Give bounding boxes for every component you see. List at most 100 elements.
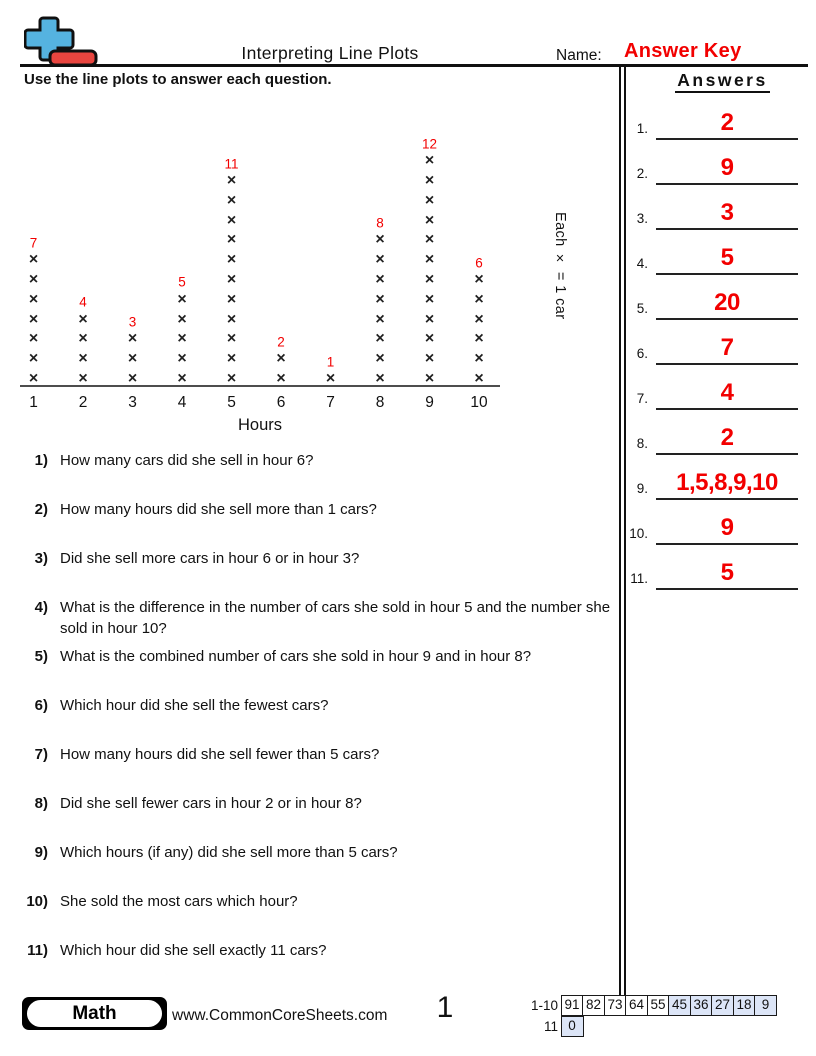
question-item: 10) She sold the most cars which hour? bbox=[20, 891, 612, 912]
question-text: Did she sell more cars in hour 6 or in h… bbox=[60, 550, 360, 567]
score-row-label: 11 bbox=[543, 1019, 558, 1034]
question-item: 5) What is the combined number of cars sh… bbox=[20, 646, 612, 667]
answer-number: 2. bbox=[636, 166, 648, 181]
answer-value: 5 bbox=[720, 244, 734, 271]
x-mark: × bbox=[78, 330, 88, 348]
answer-line bbox=[656, 408, 798, 410]
score-cell: 36 bbox=[689, 995, 713, 1016]
score-cell: 91 bbox=[560, 995, 584, 1016]
x-tick-label: 3 bbox=[128, 394, 137, 411]
x-mark: × bbox=[226, 350, 237, 368]
plot-key-label: Each × = 1 car bbox=[552, 212, 568, 320]
answer-number: 8. bbox=[636, 436, 648, 451]
score-cell: 9 bbox=[754, 995, 777, 1016]
x-mark: × bbox=[127, 330, 138, 348]
page-number: 1 bbox=[436, 991, 454, 1024]
score-cell: 45 bbox=[668, 995, 691, 1016]
x-mark: × bbox=[28, 330, 39, 348]
x-mark: × bbox=[276, 370, 286, 387]
question-number: 8) bbox=[34, 795, 48, 812]
x-mark: × bbox=[424, 191, 435, 209]
answer-line bbox=[656, 318, 798, 320]
question-number: 3) bbox=[34, 550, 48, 567]
score-table: 1-10 91 82 73 64 55 45 36 27 18 9 11 0 bbox=[528, 995, 777, 1037]
answer-line bbox=[656, 588, 798, 590]
count-label: 12 bbox=[421, 136, 438, 152]
x-mark: × bbox=[127, 350, 138, 368]
x-mark: × bbox=[474, 310, 484, 328]
x-mark: × bbox=[78, 370, 88, 387]
column-divider-outer bbox=[619, 65, 621, 996]
x-mark: × bbox=[424, 271, 435, 288]
question-item: 2) How many hours did she sell more than … bbox=[20, 499, 612, 520]
answer-line bbox=[656, 363, 798, 365]
question-item: 1) How many cars did she sell in hour 6? bbox=[20, 450, 612, 471]
answer-value: 20 bbox=[714, 289, 740, 316]
question-text: How many hours did she sell fewer than 5… bbox=[60, 746, 380, 763]
x-mark: × bbox=[78, 350, 88, 368]
x-mark: × bbox=[28, 271, 39, 288]
x-mark: × bbox=[28, 251, 39, 269]
x-mark: × bbox=[177, 310, 187, 328]
answer-value: 5 bbox=[720, 559, 734, 586]
x-tick-label: 6 bbox=[276, 394, 286, 411]
x-mark: × bbox=[78, 310, 88, 328]
score-cell: 0 bbox=[560, 1016, 584, 1037]
question-item: 3) Did she sell more cars in hour 6 or in… bbox=[20, 548, 612, 569]
answer-number: 11. bbox=[630, 571, 648, 586]
score-cell: 18 bbox=[732, 995, 756, 1016]
answer-number: 6. bbox=[636, 346, 648, 361]
x-tick-label: 7 bbox=[326, 394, 335, 411]
answer-number: 1. bbox=[636, 121, 648, 136]
question-number: 1) bbox=[34, 452, 48, 469]
column-divider-inner bbox=[624, 65, 626, 996]
x-mark: × bbox=[226, 172, 237, 189]
score-row-label: 1-10 bbox=[530, 998, 558, 1013]
x-tick-label: 2 bbox=[78, 394, 88, 411]
x-tick-label: 9 bbox=[425, 394, 434, 411]
answer-line bbox=[656, 543, 798, 545]
x-axis-title: Hours bbox=[237, 416, 282, 434]
x-mark: × bbox=[424, 251, 435, 269]
question-text: Which hour did she sell the fewest cars? bbox=[60, 697, 329, 714]
question-text: Did she sell fewer cars in hour 2 or in … bbox=[60, 795, 362, 812]
answer-number: 7. bbox=[636, 391, 648, 406]
x-mark: × bbox=[375, 310, 385, 328]
answer-number: 9. bbox=[636, 481, 648, 496]
answer-key-label: Answer Key bbox=[624, 40, 742, 62]
instruction-text: Use the line plots to answer each questi… bbox=[24, 71, 332, 88]
name-label: Name: bbox=[556, 47, 602, 64]
x-mark: × bbox=[177, 350, 187, 368]
x-tick-label: 8 bbox=[375, 394, 385, 411]
answer-line bbox=[656, 183, 798, 185]
x-mark: × bbox=[226, 191, 237, 209]
score-cell: 27 bbox=[711, 995, 734, 1016]
x-mark: × bbox=[325, 370, 336, 387]
x-mark: × bbox=[375, 350, 385, 368]
question-text: What is the combined number of cars she … bbox=[60, 648, 532, 665]
question-item: 6) Which hour did she sell the fewest car… bbox=[20, 695, 612, 716]
count-label: 6 bbox=[475, 255, 483, 270]
x-mark: × bbox=[375, 271, 385, 288]
question-number: 10) bbox=[26, 893, 48, 910]
page-title: Interpreting Line Plots bbox=[241, 43, 419, 63]
question-text: Which hour did she sell exactly 11 cars? bbox=[60, 942, 327, 959]
answer-line bbox=[656, 453, 798, 455]
question-number: 7) bbox=[34, 746, 48, 763]
x-mark: × bbox=[226, 211, 237, 229]
question-text: How many hours did she sell more than 1 … bbox=[60, 501, 377, 518]
answer-value: 7 bbox=[720, 334, 734, 361]
x-mark: × bbox=[474, 290, 484, 308]
count-label: 5 bbox=[178, 274, 186, 290]
count-label: 7 bbox=[29, 235, 38, 251]
answer-value: 2 bbox=[720, 109, 734, 136]
score-row-2: 11 0 bbox=[528, 1016, 777, 1037]
x-mark: × bbox=[375, 290, 385, 308]
count-label: 1 bbox=[326, 354, 335, 369]
score-cell: 73 bbox=[603, 995, 627, 1016]
x-mark: × bbox=[424, 310, 435, 328]
x-mark: × bbox=[424, 290, 435, 308]
x-mark: × bbox=[226, 370, 237, 387]
x-mark: × bbox=[375, 231, 385, 249]
answer-number: 10. bbox=[629, 526, 648, 541]
